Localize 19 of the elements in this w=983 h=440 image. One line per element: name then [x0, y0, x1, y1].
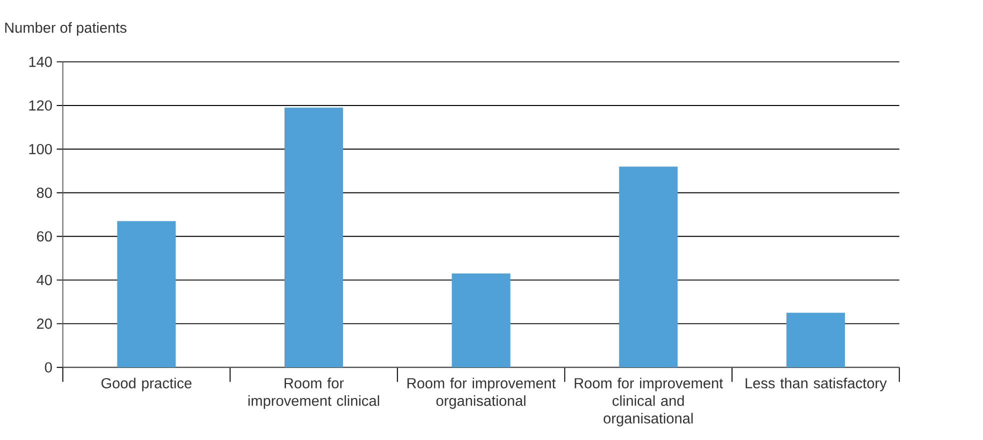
y-tick-label: 100 — [29, 144, 52, 154]
x-tick-label: Room for improvement clinical and organisational — [574, 378, 724, 426]
y-tick-label: 0 — [44, 362, 52, 372]
bar — [452, 273, 510, 368]
bar — [284, 108, 344, 368]
y-tick-label: 60 — [37, 231, 52, 242]
y-axis-title: Number of patients — [5, 22, 126, 36]
y-tick-label: 40 — [36, 274, 52, 286]
y-tick-label: 80 — [36, 188, 52, 198]
bar — [117, 221, 176, 368]
x-tick-label: Less than satisfactory — [746, 378, 887, 392]
y-tick-label: 140 — [29, 56, 52, 67]
y-tick-label: 120 — [29, 100, 52, 111]
x-tick-label: Good practice — [102, 378, 192, 392]
bar — [619, 166, 678, 368]
bar — [786, 312, 845, 368]
x-tick-label: Room for improvement clinical — [248, 378, 380, 409]
x-tick-label: Room for improvement organisational — [407, 378, 556, 409]
y-tick-label: 20 — [37, 318, 52, 329]
